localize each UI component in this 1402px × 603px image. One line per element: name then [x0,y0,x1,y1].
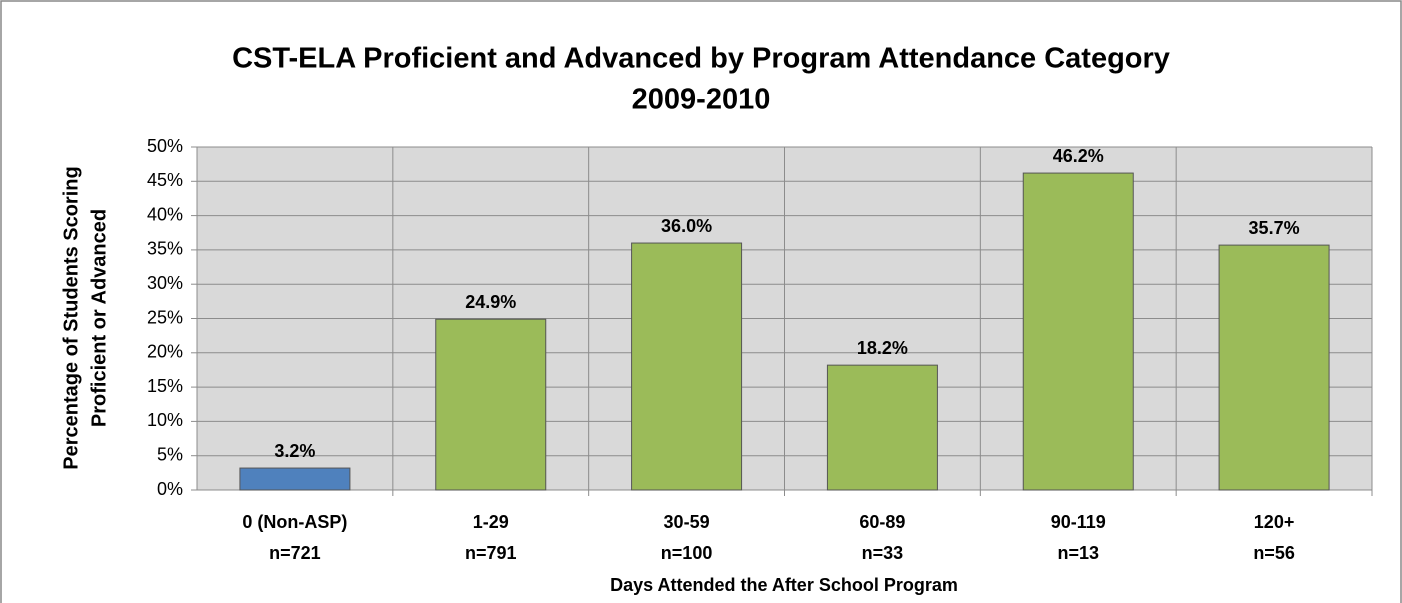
x-tick-label: 60-89 [859,512,905,532]
x-tick-label: n=13 [1057,543,1099,563]
y-tick-label: 15% [147,376,183,396]
y-tick-label: 40% [147,204,183,224]
value-label: 46.2% [1053,146,1104,166]
y-tick-label: 50% [147,136,183,156]
bar [826,364,938,491]
x-tick-label: n=33 [862,543,904,563]
x-tick-label: 90-119 [1051,512,1106,532]
y-tick-label: 25% [147,307,183,327]
value-label: 18.2% [857,338,908,358]
x-tick-label: 0 (Non-ASP) [242,512,347,532]
bar [239,467,351,491]
x-tick-label: n=56 [1253,543,1295,563]
x-tick-label: n=100 [661,543,713,563]
y-tick-label: 10% [147,410,183,430]
x-axis-label: Days Attended the After School Program [610,575,958,595]
y-axis-label: Proficient or Advanced [88,209,110,427]
bar [631,242,743,491]
value-label: 35.7% [1249,218,1300,238]
value-label: 3.2% [274,441,315,461]
y-axis-label: Percentage of Students Scoring [60,166,82,469]
x-tick-label: n=791 [465,543,517,563]
y-tick-label: 30% [147,273,183,293]
x-tick-label: n=721 [269,543,321,563]
y-tick-label: 20% [147,342,183,362]
y-tick-label: 35% [147,239,183,259]
value-label: 24.9% [465,292,516,312]
value-label: 36.0% [661,216,712,236]
x-tick-label: 30-59 [664,512,710,532]
bar [1022,172,1134,491]
x-tick-label: 120+ [1254,512,1295,532]
x-tick-label: 1-29 [473,512,509,532]
bar [1218,244,1330,491]
y-tick-label: 45% [147,170,183,190]
bar [435,318,547,491]
y-tick-label: 0% [157,479,183,499]
chart-title: CST-ELA Proficient and Advanced by Progr… [232,43,1170,75]
chart-title: 2009-2010 [632,84,771,116]
y-tick-label: 5% [157,444,183,464]
